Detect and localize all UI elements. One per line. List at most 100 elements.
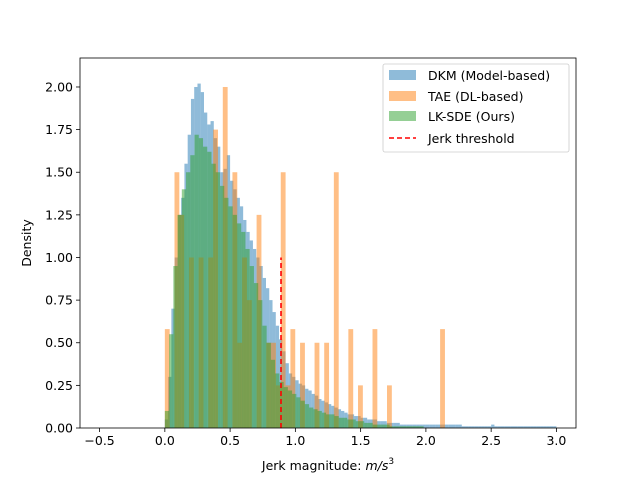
bar-lksde xyxy=(224,197,229,428)
bar-lksde xyxy=(181,189,187,428)
x-tick-label: 1.0 xyxy=(285,433,305,448)
bar-dkm xyxy=(481,426,485,428)
bar-dkm xyxy=(491,424,495,428)
bar-lksde xyxy=(253,283,259,428)
bar-dkm xyxy=(520,426,524,428)
legend-label-tae: TAE (DL-based) xyxy=(427,89,523,104)
bar-lksde xyxy=(236,223,242,428)
bar-dkm xyxy=(510,426,514,428)
bar-tae xyxy=(314,342,320,428)
x-axis-title-prefix: Jerk magnitude: xyxy=(261,458,366,473)
bar-lksde xyxy=(232,214,237,428)
bar-dkm xyxy=(527,426,531,428)
y-tick-label: 0.00 xyxy=(45,421,73,436)
bar-dkm xyxy=(396,422,400,428)
bar-tae xyxy=(440,329,445,428)
bar-dkm xyxy=(497,426,501,428)
y-tick-label: 1.25 xyxy=(45,207,73,222)
bar-tae xyxy=(333,172,339,428)
x-tick-label: −0.5 xyxy=(84,433,114,448)
x-tick-label: 0.5 xyxy=(220,433,240,448)
bar-lksde xyxy=(219,185,225,428)
x-tick-label: 1.5 xyxy=(351,433,371,448)
bar-dkm xyxy=(455,424,459,428)
bar-dkm xyxy=(458,424,462,428)
bar-lksde xyxy=(321,412,327,428)
bar-tae xyxy=(280,172,286,428)
bar-lksde xyxy=(203,146,208,428)
bar-lksde xyxy=(343,417,348,428)
bar-lksde xyxy=(330,414,335,428)
bar-dkm xyxy=(504,426,508,428)
bar-lksde xyxy=(304,404,310,428)
bar-lksde xyxy=(283,387,288,428)
bar-lksde xyxy=(398,426,403,428)
bar-lksde xyxy=(376,424,382,428)
bar-lksde xyxy=(245,248,250,428)
bar-lksde xyxy=(334,416,339,428)
x-tick-label: 2.0 xyxy=(416,433,436,448)
bar-dkm xyxy=(507,426,511,428)
bar-dkm xyxy=(536,426,541,428)
bar-tae xyxy=(290,329,296,428)
bar-lksde xyxy=(406,426,411,428)
bar-dkm xyxy=(500,426,505,428)
legend-swatch-lksde xyxy=(389,111,416,121)
bar-tae xyxy=(358,385,363,428)
bar-lksde xyxy=(300,400,305,428)
bar-lksde xyxy=(393,426,399,428)
legend-swatch-tae xyxy=(389,91,416,101)
legend-swatch-dkm xyxy=(389,70,416,80)
bar-dkm xyxy=(445,424,449,428)
bar-dkm xyxy=(474,426,479,428)
bar-lksde xyxy=(347,419,352,428)
bar-lksde xyxy=(326,414,331,428)
x-axis: −0.5 0.0 0.5 1.0 1.5 2.0 2.5 3.0 xyxy=(84,428,566,448)
bar-lksde xyxy=(241,231,246,428)
bar-lksde xyxy=(194,134,199,429)
bar-lksde xyxy=(385,424,390,428)
bar-lksde xyxy=(266,342,271,428)
bar-lksde xyxy=(279,381,284,428)
y-axis-title: Density xyxy=(19,219,34,267)
bar-lksde xyxy=(296,397,301,428)
y-axis: 0.00 0.25 0.50 0.75 1.00 1.25 1.50 1.75 2.00 xyxy=(45,79,80,436)
bar-lksde xyxy=(317,410,322,428)
series-lksde xyxy=(164,134,424,429)
bar-lksde xyxy=(228,206,233,428)
bar-tae xyxy=(372,329,378,428)
bar-dkm xyxy=(553,426,557,428)
bar-lksde xyxy=(287,390,293,428)
bar-dkm xyxy=(514,426,518,428)
bar-dkm xyxy=(540,426,544,428)
bar-lksde xyxy=(198,138,204,428)
bar-lksde xyxy=(364,422,369,428)
bar-dkm xyxy=(422,424,426,428)
bar-lksde xyxy=(249,266,254,428)
bar-dkm xyxy=(494,426,498,428)
bar-lksde xyxy=(355,421,360,428)
legend-label-threshold: Jerk threshold xyxy=(427,131,515,146)
bar-lksde xyxy=(164,410,170,428)
bar-lksde xyxy=(215,172,220,428)
bar-lksde xyxy=(275,373,280,428)
bar-lksde xyxy=(368,422,373,428)
bar-dkm xyxy=(484,426,488,428)
bar-lksde xyxy=(402,426,407,428)
bar-dkm xyxy=(435,424,439,428)
bar-lksde xyxy=(211,163,216,428)
x-tick-label: 2.5 xyxy=(481,433,501,448)
bar-lksde xyxy=(173,266,178,428)
bar-lksde xyxy=(258,300,263,428)
bar-tae xyxy=(348,329,354,428)
bar-dkm xyxy=(465,426,469,428)
bar-lksde xyxy=(372,424,377,428)
x-tick-label: 0.0 xyxy=(155,433,175,448)
bar-dkm xyxy=(523,426,528,428)
bar-dkm xyxy=(432,424,436,428)
bar-lksde xyxy=(415,426,420,428)
bar-lksde xyxy=(359,421,365,428)
bar-dkm xyxy=(478,426,482,428)
bar-lksde xyxy=(389,426,394,428)
